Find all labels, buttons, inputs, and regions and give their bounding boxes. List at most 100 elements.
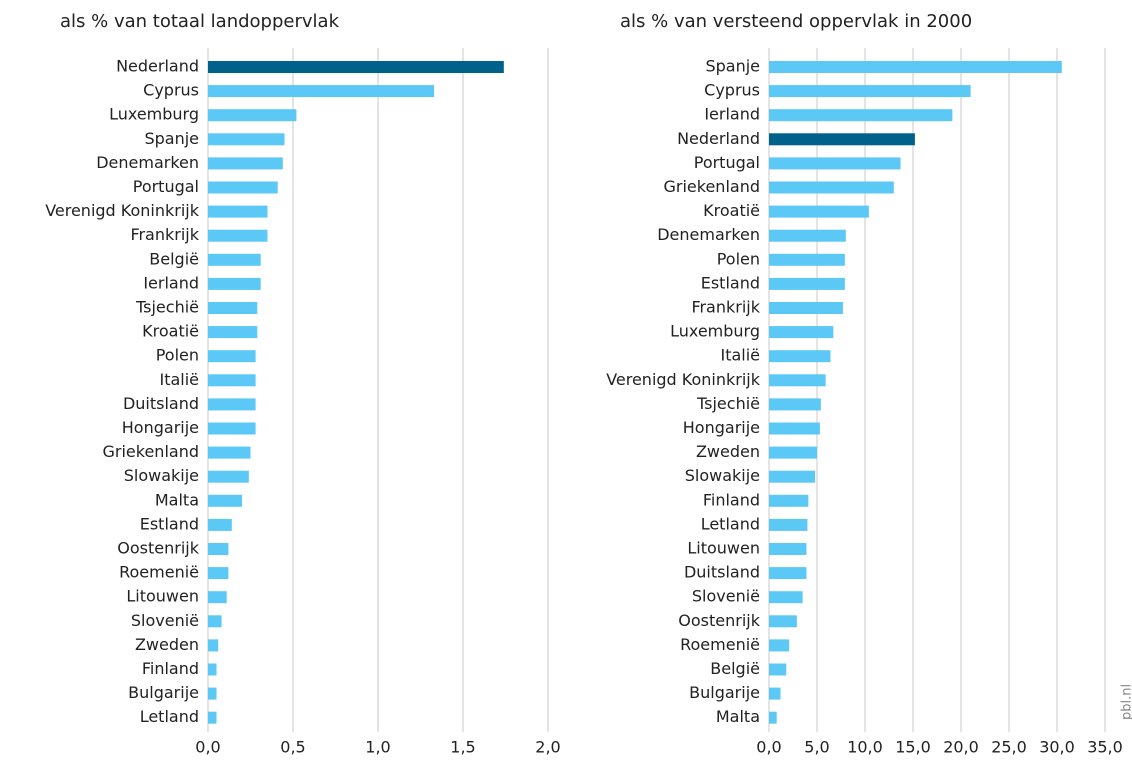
bar [208, 494, 242, 507]
bar [208, 133, 285, 146]
bar [769, 374, 826, 387]
bar [769, 133, 915, 146]
bar [208, 85, 435, 98]
y-tick-label: Malta [155, 490, 199, 509]
y-tick-label: Duitsland [123, 394, 199, 413]
bar [769, 398, 821, 411]
source: pbl.nl [1120, 684, 1132, 720]
bar [769, 446, 817, 459]
y-tick-label: Zweden [696, 442, 760, 461]
chart-title: als % van totaal landoppervlak [60, 11, 340, 32]
y-tick-label: Roemenië [119, 563, 199, 582]
bar [769, 61, 1062, 73]
bar [769, 85, 971, 98]
bar [208, 711, 217, 724]
bar [208, 422, 256, 435]
y-tick-label: Slovenië [692, 587, 760, 606]
bar [208, 181, 278, 194]
y-tick-label: Spanje [144, 129, 199, 148]
y-tick-label: Slovenië [131, 611, 199, 630]
y-tick-label: Cyprus [143, 81, 199, 100]
y-tick-label: Letland [140, 707, 199, 726]
y-tick-label: België [149, 249, 199, 268]
chart-title: als % van versteend oppervlak in 2000 [620, 11, 972, 32]
y-tick-label: Frankrijk [130, 225, 199, 244]
y-tick-label: Litouwen [687, 539, 760, 558]
y-tick-label: Denemarken [96, 153, 199, 172]
x-tick-label: 35,0 [1087, 738, 1123, 757]
bar [769, 109, 953, 122]
bar [769, 326, 834, 339]
y-tick-label: Ierland [143, 273, 199, 292]
y-tick-label: Spanje [705, 57, 760, 76]
bar [208, 663, 217, 676]
bar [208, 326, 258, 339]
y-tick-label: Italië [720, 346, 760, 365]
bar [769, 157, 901, 170]
bar [769, 639, 790, 652]
bar [769, 567, 807, 580]
y-tick-label: Verenigd Koninkrijk [45, 201, 200, 220]
bar [208, 350, 256, 363]
x-tick-label: 30,0 [1039, 738, 1075, 757]
y-tick-label: Hongarije [122, 418, 199, 437]
y-tick-label: Bulgarije [689, 683, 760, 702]
y-tick-label: Luxemburg [109, 105, 199, 124]
y-tick-label: Duitsland [684, 563, 760, 582]
x-tick-label: 25,0 [991, 738, 1027, 757]
y-tick-label: Bulgarije [128, 683, 199, 702]
y-tick-label: Ierland [704, 105, 760, 124]
y-tick-label: Polen [156, 346, 199, 365]
bar [769, 711, 777, 724]
bar [208, 398, 256, 411]
bar [769, 253, 845, 266]
y-tick-label: Nederland [677, 129, 760, 148]
bar [208, 109, 297, 122]
y-tick-label: Luxemburg [670, 322, 760, 341]
y-tick-label: Zweden [135, 635, 199, 654]
x-tick-label: 0,5 [280, 738, 305, 757]
y-tick-label: Roemenië [680, 635, 760, 654]
bar [208, 302, 258, 314]
bar [769, 543, 807, 555]
y-tick-label: Portugal [694, 153, 760, 172]
bar [208, 277, 261, 290]
bar [208, 229, 268, 242]
bar [769, 350, 831, 363]
bar [208, 253, 261, 266]
bar [208, 639, 219, 652]
bar [769, 181, 894, 194]
bar [208, 470, 249, 483]
bar [208, 157, 283, 170]
bar [208, 374, 256, 387]
y-tick-label: Kroatië [703, 201, 760, 220]
x-tick-label: 0,0 [195, 738, 220, 757]
bar [208, 518, 232, 531]
y-tick-label: Cyprus [704, 81, 760, 100]
x-tick-label: 1,5 [450, 738, 475, 757]
bar [208, 61, 504, 73]
y-tick-label: Malta [716, 707, 760, 726]
x-tick-label: 10,0 [847, 738, 883, 757]
y-tick-label: Tsjechië [696, 394, 760, 413]
x-tick-label: 15,0 [895, 738, 931, 757]
bar [208, 205, 268, 218]
bar [208, 446, 251, 459]
y-tick-label: Finland [703, 490, 760, 509]
x-tick-label: 20,0 [943, 738, 979, 757]
bar [208, 567, 229, 580]
bar [769, 422, 820, 435]
y-tick-label: Kroatië [142, 322, 199, 341]
bar [769, 591, 803, 604]
bar [208, 543, 229, 555]
x-tick-label: 2,0 [535, 738, 560, 757]
bar [208, 591, 227, 604]
y-tick-label: Letland [701, 514, 760, 533]
bar [769, 494, 809, 507]
x-tick-label: 5,0 [804, 738, 829, 757]
y-tick-label: Litouwen [126, 587, 199, 606]
bar [769, 687, 781, 700]
y-tick-label: Oostenrijk [678, 611, 760, 630]
y-tick-label: Portugal [133, 177, 199, 196]
